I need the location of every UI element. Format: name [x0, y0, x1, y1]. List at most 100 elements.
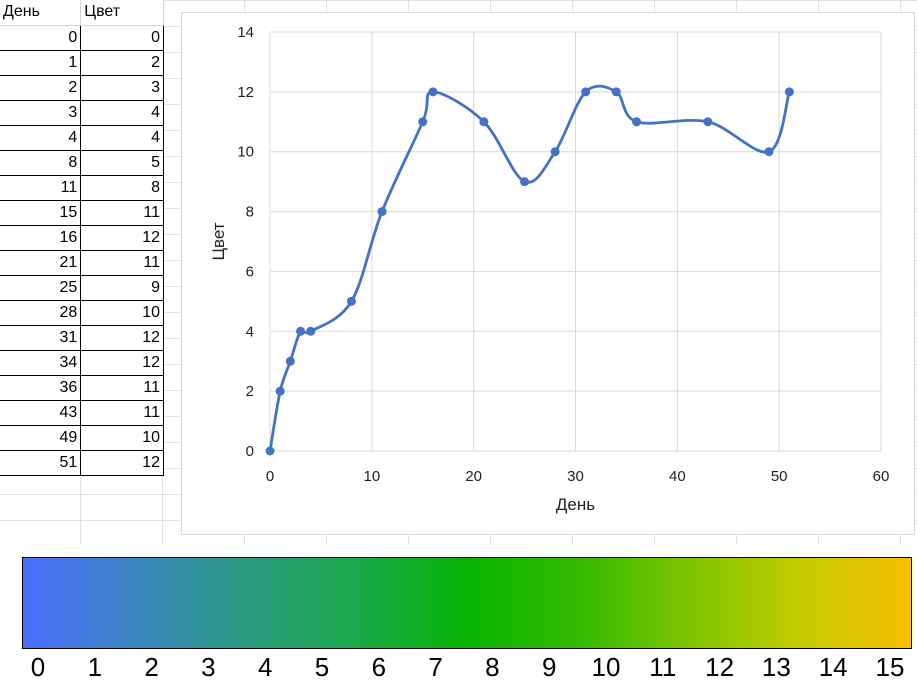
- cell-color[interactable]: 4: [80, 125, 164, 151]
- cell-day[interactable]: 49: [0, 425, 82, 451]
- color-scale-label: 4: [257, 652, 273, 682]
- cell-day[interactable]: 15: [0, 200, 82, 226]
- data-point: [265, 446, 275, 456]
- cell-day[interactable]: 31: [0, 325, 82, 351]
- table-row: 28 10: [0, 300, 164, 326]
- data-point: [346, 296, 356, 306]
- color-scale-label: 12: [705, 652, 735, 682]
- table-row: 49 10: [0, 425, 164, 451]
- cell-day[interactable]: 0: [0, 25, 82, 51]
- cell-day[interactable]: 21: [0, 250, 82, 276]
- color-scale-label: 9: [541, 652, 557, 682]
- cell-color[interactable]: 11: [80, 375, 164, 401]
- color-scale-label: 2: [144, 652, 159, 682]
- color-scale-label: 13: [761, 652, 791, 682]
- cell-day[interactable]: 36: [0, 375, 82, 401]
- color-scale-label: 7: [428, 652, 443, 682]
- data-point: [418, 117, 428, 127]
- color-scale-label: 10: [591, 652, 621, 682]
- data-point: [296, 326, 306, 336]
- cell-day[interactable]: 8: [0, 150, 82, 176]
- color-scale-label: 6: [371, 652, 387, 682]
- cell-color[interactable]: 12: [80, 225, 164, 251]
- x-tick-label: 50: [771, 468, 788, 485]
- y-tick-label: 6: [246, 263, 254, 280]
- x-tick-label: 60: [873, 468, 890, 485]
- color-scale-bar: [22, 557, 912, 649]
- data-point: [428, 87, 438, 97]
- table-row: 16 12: [0, 225, 164, 251]
- cell-color[interactable]: 3: [80, 75, 164, 101]
- color-scale-label: 5: [314, 652, 330, 682]
- cell-color[interactable]: 8: [80, 175, 164, 201]
- x-tick-label: 20: [465, 468, 482, 485]
- column-header[interactable]: День: [0, 0, 82, 26]
- y-tick-label: 10: [237, 144, 254, 161]
- x-tick-label: 0: [266, 468, 274, 485]
- y-axis-title: Цвет: [209, 222, 228, 260]
- cell-day[interactable]: 16: [0, 225, 82, 251]
- cell-day[interactable]: 28: [0, 300, 82, 326]
- cell-day[interactable]: 43: [0, 400, 82, 426]
- table-row: 25 9: [0, 275, 164, 301]
- series-line: [268, 84, 791, 453]
- data-point: [377, 207, 387, 217]
- cell-color[interactable]: 11: [80, 250, 164, 276]
- data-point: [784, 87, 794, 97]
- y-tick-label: 4: [246, 323, 254, 340]
- data-table: День Цвет 0 0 1 2 2 3 3 4 4 4 8 5 11 8 15 11 16 12 21 11 25 9 28…: [0, 0, 164, 476]
- table-row: 36 11: [0, 375, 164, 401]
- cell-color[interactable]: 2: [80, 50, 164, 76]
- color-scale-labels: 0 1 2 3 4 5 6 7 8 9 10 11 12 13 14 15: [0, 652, 917, 686]
- cell-color[interactable]: 9: [80, 275, 164, 301]
- scatter-chart: 0 2 4 6 8 10 12 14 0 10 20 30 40 50 60 День Цвет: [209, 24, 890, 514]
- cell-day[interactable]: 4: [0, 125, 82, 151]
- data-point: [275, 386, 285, 396]
- data-point: [611, 87, 621, 97]
- cell-color[interactable]: 10: [80, 300, 164, 326]
- table-row: 21 11: [0, 250, 164, 276]
- cell-day[interactable]: 25: [0, 275, 82, 301]
- color-scale-label: 11: [649, 652, 677, 682]
- y-tick-label: 2: [246, 383, 254, 400]
- cell-day[interactable]: 11: [0, 175, 82, 201]
- cell-color[interactable]: 11: [80, 200, 164, 226]
- color-scale-label: 8: [485, 652, 500, 682]
- cell-day[interactable]: 51: [0, 450, 82, 476]
- color-scale-label: 15: [875, 652, 905, 682]
- chart-area[interactable]: 0 2 4 6 8 10 12 14 0 10 20 30 40 50 60 День Цвет: [181, 12, 915, 535]
- cell-color[interactable]: 4: [80, 100, 164, 126]
- column-header[interactable]: Цвет: [80, 0, 164, 26]
- x-tick-label: 40: [669, 468, 686, 485]
- cell-color[interactable]: 12: [80, 325, 164, 351]
- cell-color[interactable]: 5: [80, 150, 164, 176]
- cell-day[interactable]: 3: [0, 100, 82, 126]
- color-scale-label: 0: [30, 652, 46, 682]
- y-tick-label: 14: [237, 24, 254, 41]
- cell-day[interactable]: 1: [0, 50, 82, 76]
- y-tick-label: 0: [246, 443, 254, 460]
- y-tick-label: 8: [246, 204, 254, 221]
- table-row: 11 8: [0, 175, 164, 201]
- x-tick-label: 30: [567, 468, 584, 485]
- cell-color[interactable]: 11: [80, 400, 164, 426]
- x-tick-label: 10: [363, 468, 380, 485]
- data-point: [306, 326, 316, 336]
- cell-day[interactable]: 2: [0, 75, 82, 101]
- cell-day[interactable]: 34: [0, 350, 82, 376]
- color-scale-label: 14: [818, 652, 848, 682]
- cell-color[interactable]: 0: [80, 25, 164, 51]
- data-point: [581, 87, 591, 97]
- cell-color[interactable]: 10: [80, 425, 164, 451]
- cell-color[interactable]: 12: [80, 450, 164, 476]
- y-tick-label: 12: [237, 84, 254, 101]
- data-point: [550, 147, 560, 157]
- color-scale-label: 3: [201, 652, 216, 682]
- table-row: 15 11: [0, 200, 164, 226]
- cell-color[interactable]: 12: [80, 350, 164, 376]
- table-row: 43 11: [0, 400, 164, 426]
